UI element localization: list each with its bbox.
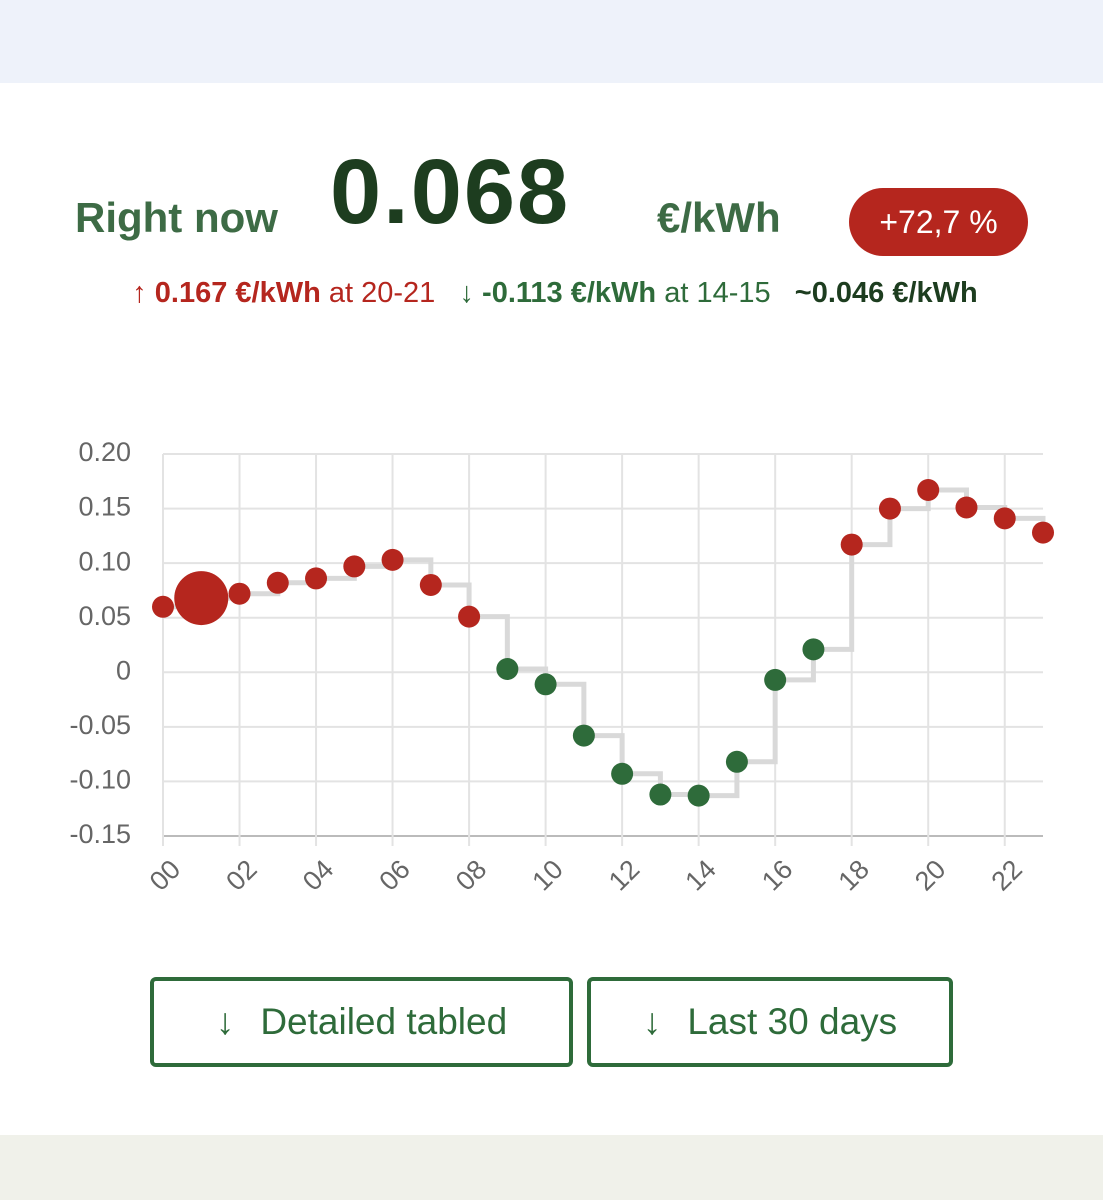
x-tick-label: 18 [833,854,875,896]
price-dot [266,571,289,594]
step-line [583,733,625,774]
price-dot [458,605,481,628]
y-tick-label: 0 [116,655,131,685]
max-arrow: ↑ [132,277,147,309]
price-dot [228,582,251,605]
current-price: 0.068 [330,141,571,243]
x-tick-label: 08 [450,854,492,896]
min-arrow: ↓ [459,277,474,309]
step-line [851,508,893,548]
price-dot [534,673,557,696]
step-line [469,614,510,670]
step-line [813,544,855,652]
y-tick-label: 0.10 [78,546,131,576]
price-dot [764,668,787,691]
x-tick-label: 22 [986,854,1028,896]
x-tick-label: 12 [603,854,645,896]
x-tick-label: 16 [756,854,798,896]
x-tick-label: 04 [297,854,339,896]
x-tick-label: 02 [220,854,262,896]
max-price: 0.167 €/kWh [154,277,321,309]
y-tick-label: 0.15 [78,492,131,522]
y-tick-label: 0.20 [78,437,131,467]
price-dot [1032,521,1054,544]
change-badge: +72,7 % [849,188,1028,256]
min-time: at 14-15 [664,277,771,309]
price-dot [878,497,901,520]
button[interactable]: ↓ Last 30 days [587,977,953,1067]
price-dot [840,533,863,556]
price-dot [802,638,825,661]
x-tick-label: 00 [144,854,186,896]
price-dot [725,750,748,773]
x-tick-label: 20 [909,854,951,896]
step-line [698,761,740,799]
max-time: at 20-21 [328,277,436,309]
price-dot [496,658,519,681]
price-dot [955,496,978,519]
button-label: Last 30 days [687,1001,898,1042]
y-tick-label: -0.10 [69,765,131,795]
price-dot [611,762,634,785]
button[interactable]: ↓ Detailed tabled [150,977,573,1067]
x-tick-label: 14 [679,854,721,896]
price-unit: €/kWh [657,194,781,241]
chart: -0.15 -0.10 -0.05 0 0.05 0.10 0.15 0.20 00 02 04 06… [69,437,1054,897]
step-line [736,679,778,765]
avg-price: ~0.046 €/kWh [794,277,978,309]
step-line [545,681,587,736]
price-dot [687,784,710,807]
price-dot [305,567,328,590]
now-label: Right now [75,194,278,241]
y-tick-label: -0.15 [69,819,131,849]
button-label: Detailed tabled [260,1001,508,1042]
bottom-bar [0,1135,1103,1200]
x-tick-label: 06 [373,854,415,896]
price-dot [917,479,940,502]
button-icon: ↓ [642,1001,662,1042]
top-bar [0,0,1103,83]
price-dot [381,548,404,571]
stats: ↑ 0.167 €/kWh at 20-21 ↓ -0.113 €/kWh at… [60,264,1050,323]
price-dot [174,571,229,626]
price-dot [419,573,442,596]
min-price: -0.113 €/kWh [482,277,657,309]
y-tick-label: -0.05 [69,710,131,740]
price-dot [572,724,595,747]
button-icon: ↓ [215,1001,235,1042]
y-tick-label: 0.05 [78,601,131,631]
x-tick-label: 10 [526,854,568,896]
price-dot [649,783,672,806]
price-dot [152,595,174,618]
price-dot [993,507,1016,530]
price-dot [343,555,366,578]
